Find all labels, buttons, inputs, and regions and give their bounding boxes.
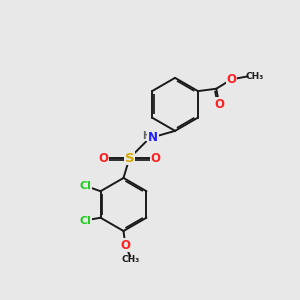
Text: Cl: Cl [79, 181, 91, 191]
Text: Cl: Cl [79, 216, 91, 226]
Text: CH₃: CH₃ [245, 72, 263, 81]
Text: O: O [214, 98, 224, 111]
Text: H: H [142, 131, 150, 141]
Text: O: O [120, 238, 130, 252]
Text: S: S [124, 152, 134, 165]
Text: O: O [98, 152, 109, 165]
Text: O: O [226, 73, 236, 86]
Text: O: O [150, 152, 160, 165]
Text: N: N [148, 131, 158, 144]
Text: CH₃: CH₃ [121, 255, 140, 264]
